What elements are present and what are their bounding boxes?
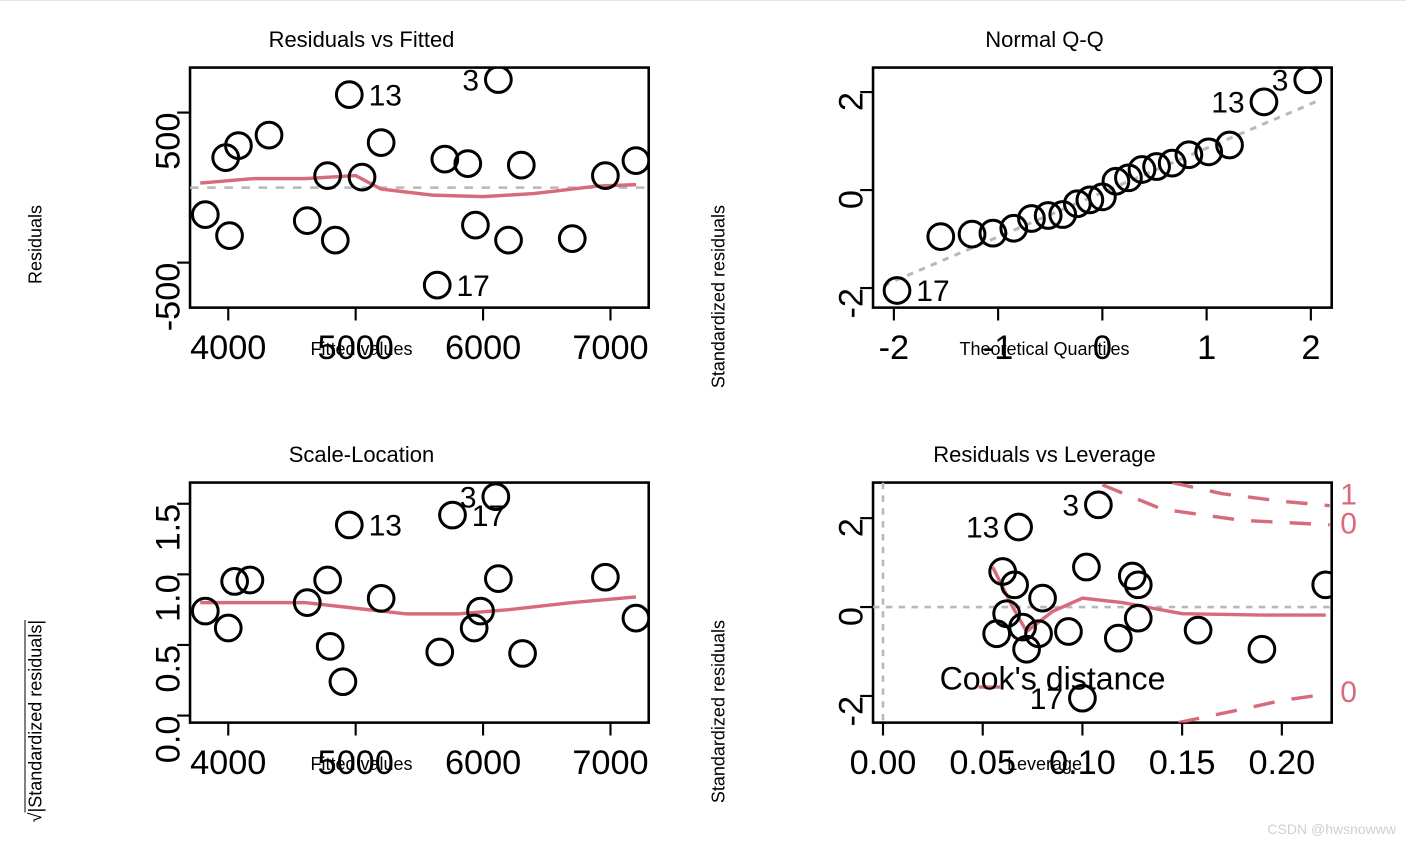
svg-text:-1: -1	[983, 329, 1013, 367]
panel-grid: Residuals Residuals vs Fitted 1317340005…	[0, 9, 1406, 827]
panel-residuals-vs-leverage: Standardized residuals Residuals vs Leve…	[723, 442, 1366, 797]
panel-normal-qq: Standardized residuals Normal Q-Q 17133-…	[723, 27, 1366, 382]
svg-text:13: 13	[369, 510, 402, 543]
svg-text:0: 0	[833, 190, 871, 209]
sl-ylabel-sqrt: √	[26, 812, 46, 822]
svg-text:0.20: 0.20	[1248, 744, 1315, 782]
svg-text:6000: 6000	[445, 329, 521, 367]
svg-text:0.05: 0.05	[949, 744, 1016, 782]
svg-text:4000: 4000	[190, 329, 266, 367]
svg-text:1.5: 1.5	[150, 504, 188, 552]
panel-residuals-vs-fitted: Residuals Residuals vs Fitted 1317340005…	[40, 27, 683, 382]
svg-text:3: 3	[460, 481, 477, 514]
svg-text:13: 13	[369, 79, 402, 112]
svg-text:7000: 7000	[572, 744, 648, 782]
qq-title: Normal Q-Q	[723, 27, 1366, 53]
svg-text:0.5: 0.5	[150, 645, 188, 693]
svg-text:2: 2	[833, 92, 871, 111]
svg-text:2: 2	[1301, 329, 1320, 367]
svg-text:17: 17	[916, 275, 949, 308]
svg-text:0: 0	[1340, 507, 1357, 540]
svg-text:17: 17	[456, 270, 489, 303]
svg-text:0: 0	[833, 607, 871, 626]
svg-text:4000: 4000	[190, 744, 266, 782]
svg-text:5000: 5000	[318, 329, 394, 367]
svg-text:0: 0	[1340, 676, 1357, 709]
diagnostics-figure: Residuals Residuals vs Fitted 1317340005…	[0, 0, 1406, 841]
svg-text:6000: 6000	[445, 744, 521, 782]
svg-text:13: 13	[1211, 87, 1244, 120]
svg-text:500: 500	[150, 113, 188, 170]
svg-text:Cook's distance: Cook's distance	[940, 660, 1166, 696]
rvf-title: Residuals vs Fitted	[40, 27, 683, 53]
svg-text:17: 17	[472, 500, 505, 533]
svg-text:5000: 5000	[318, 744, 394, 782]
svg-text:-2: -2	[833, 288, 871, 318]
svg-text:3: 3	[462, 64, 479, 97]
svg-text:1: 1	[1197, 329, 1216, 367]
rvf-plot: 13 17 3 4000 5000 6000 7000 -500 500	[40, 59, 683, 381]
svg-text:0.10: 0.10	[1049, 744, 1116, 782]
svg-text:3: 3	[1062, 490, 1079, 523]
svg-text:7000: 7000	[572, 329, 648, 367]
svg-text:0.15: 0.15	[1149, 744, 1216, 782]
svg-text:-500: -500	[150, 263, 188, 332]
panel-scale-location: √|Standardized residuals| Scale-Location…	[40, 442, 683, 797]
svg-text:0.00: 0.00	[850, 744, 917, 782]
svg-text:13: 13	[966, 512, 999, 545]
sl-title: Scale-Location	[40, 442, 683, 468]
svg-text:0: 0	[1093, 329, 1112, 367]
rvl-title: Residuals vs Leverage	[723, 442, 1366, 468]
svg-text:2: 2	[833, 518, 871, 537]
svg-text:0.0: 0.0	[150, 716, 188, 764]
sl-plot: 13 173 4000 5000 6000 7000 0.0 0.5 1.0 1.5	[40, 474, 683, 796]
rvl-plot: 13173Cook's distance0.000.050.100.150.20…	[723, 474, 1366, 796]
svg-text:-2: -2	[833, 696, 871, 726]
qq-plot: 17 13 3 -2 -1 0 1 2 -2 0 2	[723, 59, 1366, 381]
svg-text:1.0: 1.0	[150, 574, 188, 622]
svg-text:3: 3	[1272, 65, 1289, 98]
svg-text:-2: -2	[879, 329, 909, 367]
watermark: CSDN @hwsnowww	[1267, 821, 1396, 837]
